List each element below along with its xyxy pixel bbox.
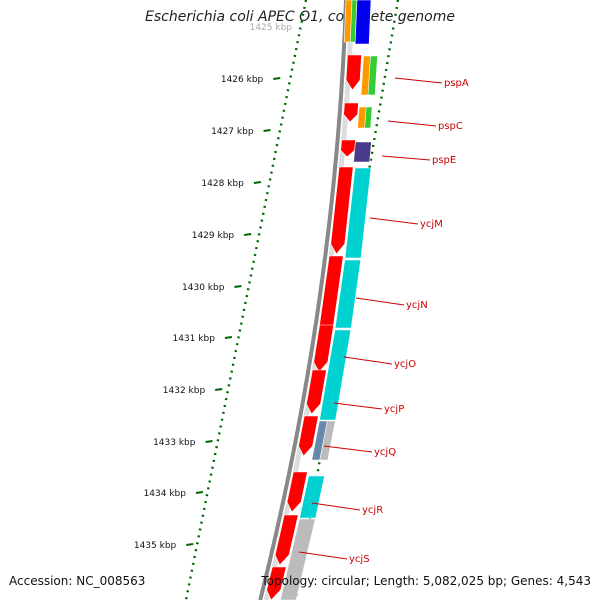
grey-feature — [319, 420, 336, 461]
tick-mark — [273, 77, 281, 80]
gene-label: ycjN — [406, 300, 428, 311]
cds-arrow — [340, 139, 356, 158]
gene-leader — [369, 217, 419, 225]
tick-label-top: 1425 kbp — [250, 23, 293, 33]
tick-mark — [234, 285, 242, 288]
purple-feature — [353, 141, 372, 163]
tick-mark — [263, 129, 271, 132]
scale-ticks: 1425 kbp 1426 kbp 1427 kbp 1428 kbp 1429 kbp… — [134, 23, 292, 551]
gene-leader — [387, 120, 437, 127]
gene-leader — [343, 356, 393, 365]
teal-feature — [299, 475, 325, 519]
gene-labels: pspA pspC pspE ycjM ycjN ycjO ycjP ycjQ ycjR ycjS — [298, 77, 469, 565]
tick-mark — [253, 181, 261, 184]
gene-label: pspC — [438, 121, 463, 132]
tick-label: 1433 kbp — [153, 438, 196, 448]
cds-arrow — [306, 369, 327, 415]
tick-label: 1427 kbp — [211, 127, 254, 137]
tick-label: 1426 kbp — [221, 75, 264, 85]
gene-label: pspE — [432, 155, 456, 166]
gene-label: ycjS — [349, 554, 370, 565]
cds-arrow — [266, 566, 287, 600]
cds-arrow — [313, 324, 334, 373]
gene-label: ycjR — [362, 505, 383, 516]
gene-leader — [323, 445, 373, 453]
tick-mark — [243, 233, 252, 236]
cds-arrow — [274, 514, 299, 566]
feature-track — [266, 0, 378, 600]
gene-label: ycjQ — [374, 447, 396, 458]
green-feature — [367, 55, 378, 96]
tick-label: 1435 kbp — [134, 541, 177, 551]
topology-text: Topology: circular; Length: 5,082,025 bp… — [261, 574, 591, 588]
cds-arrow — [286, 471, 308, 513]
gene-leader — [394, 77, 443, 84]
tick-mark — [205, 440, 213, 443]
grey-feature — [279, 518, 316, 600]
tick-mark — [195, 491, 204, 494]
cds-arrow — [343, 102, 359, 123]
accession-text: Accession: NC_008563 — [9, 574, 146, 588]
tick-label: 1428 kbp — [201, 179, 244, 189]
gene-leader — [298, 551, 348, 560]
map-title: Escherichia coli APEC O1, complete genom… — [145, 9, 455, 25]
cds-arrow — [298, 415, 319, 457]
gene-label: ycjO — [394, 359, 416, 370]
gene-label: ycjP — [384, 404, 404, 415]
teal-feature — [334, 259, 362, 329]
tick-label: 1429 kbp — [192, 231, 235, 241]
gene-label: ycjM — [420, 219, 443, 230]
gene-leader — [311, 502, 361, 511]
blue-feature — [354, 0, 372, 45]
gene-label: pspA — [444, 78, 469, 89]
tick-label: 1431 kbp — [173, 334, 216, 344]
tick-mark — [215, 388, 223, 391]
gene-leader — [333, 402, 383, 410]
gene-leader — [381, 155, 431, 161]
cds-arrow — [345, 54, 362, 91]
cds-arrow — [330, 166, 354, 255]
gene-leader — [355, 297, 405, 306]
tick-label: 1430 kbp — [182, 283, 225, 293]
green-feature — [364, 106, 373, 129]
tick-label: 1432 kbp — [163, 386, 206, 396]
teal-feature — [344, 167, 372, 259]
teal-feature — [319, 329, 352, 421]
tick-mark — [224, 336, 233, 339]
backbone-line — [258, 0, 348, 600]
tick-label: 1434 kbp — [144, 489, 187, 499]
tick-mark — [186, 543, 194, 546]
